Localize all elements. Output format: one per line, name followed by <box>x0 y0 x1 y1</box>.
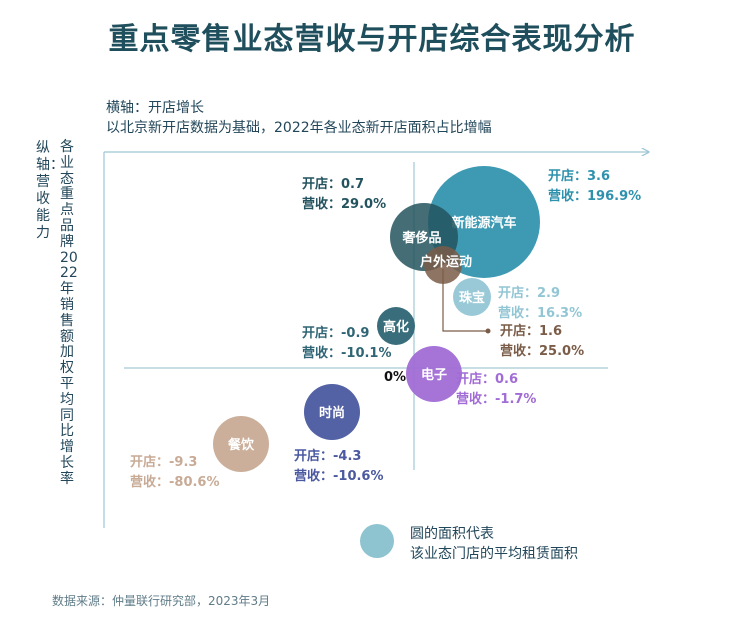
leader-dot <box>485 328 491 334</box>
callout-open-4: 开店：2.9 <box>498 285 560 301</box>
bubble-5 <box>377 307 415 345</box>
leader-line <box>442 269 488 332</box>
x-axis-description: 以北京新开店数据为基础，2022年各业态新开店面积占比增幅 <box>106 120 492 136</box>
bubble-label-2: 奢侈品 <box>401 230 441 246</box>
chart-title: 重点零售业态营收与开店综合表现分析 <box>108 22 636 57</box>
legend-text: 圆的面积代表 该业态门店的平均租赁面积 <box>410 524 578 564</box>
callout-revenue-4: 营收：16.3% <box>498 305 582 321</box>
bubble-label-8: 餐饮 <box>227 437 255 453</box>
callout-open-5: 开店：-0.9 <box>302 325 369 341</box>
y-axis-description: 各业态重点品牌2022年销售额加权平均同比增长率 <box>60 139 78 487</box>
bubble-label-6: 电子 <box>421 367 447 383</box>
x-axis-name: 横轴：开店增长 <box>106 100 204 116</box>
legend-line-2: 该业态门店的平均租赁面积 <box>410 546 578 562</box>
callout-revenue-7: 营收：-10.6% <box>294 468 384 484</box>
bubble-7 <box>304 384 360 440</box>
callout-revenue-5: 营收：-10.1% <box>302 345 392 361</box>
bubble-1 <box>428 166 540 278</box>
bubble-label-7: 时尚 <box>319 405 345 421</box>
callout-open-1: 开店：3.6 <box>548 168 610 184</box>
bubble-label-5: 高化 <box>383 319 409 335</box>
bubble-6 <box>406 346 462 402</box>
callout-open-7: 开店：-4.3 <box>294 448 361 464</box>
callout-open-3: 开店：1.6 <box>500 323 562 339</box>
callout-revenue-8: 营收：-80.6% <box>130 474 220 490</box>
origin-label: 0% <box>384 370 406 385</box>
bubble-4 <box>453 278 491 316</box>
callout-revenue-6: 营收：-1.7% <box>456 391 536 407</box>
bubble-8 <box>213 416 269 472</box>
bubble-label-4: 珠宝 <box>459 290 485 306</box>
legend-line-1: 圆的面积代表 <box>410 526 494 542</box>
bubble-label-1: 新能源汽车 <box>451 215 516 231</box>
x-axis-label: 横轴：开店增长 以北京新开店数据为基础，2022年各业态新开店面积占比增幅 <box>106 98 492 138</box>
callout-open-8: 开店：-9.3 <box>130 454 197 470</box>
callout-revenue-2: 营收：29.0% <box>302 196 386 212</box>
callout-open-2: 开店：0.7 <box>302 176 364 192</box>
callout-revenue-3: 营收：25.0% <box>500 343 584 359</box>
source-note: 数据来源：仲量联行研究部，2023年3月 <box>52 594 271 608</box>
bubble-3 <box>424 246 462 284</box>
callout-open-6: 开店：0.6 <box>456 371 518 387</box>
bubble-label-3: 户外运动 <box>420 254 472 270</box>
callout-revenue-1: 营收：196.9% <box>548 188 641 204</box>
legend-circle <box>360 524 394 558</box>
